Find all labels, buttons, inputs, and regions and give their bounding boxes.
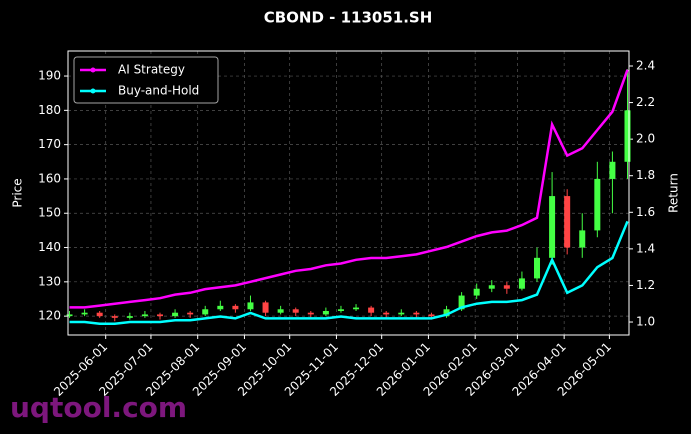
candle-body — [172, 312, 179, 317]
y-tick-label: 180 — [38, 103, 61, 117]
y2-tick-label: 1.6 — [636, 205, 655, 219]
plot-frame — [67, 50, 630, 336]
candle-body — [111, 316, 118, 318]
y2-axis-label: Return — [667, 173, 681, 213]
candle-body — [534, 257, 541, 279]
candle-body — [292, 309, 299, 313]
candle-body — [383, 312, 390, 315]
legend-marker — [90, 67, 96, 73]
y2-tick-label: 1.4 — [636, 241, 655, 255]
legend-marker — [90, 88, 96, 94]
candle-body — [594, 178, 601, 231]
candle-body — [277, 309, 284, 313]
candle-body — [126, 316, 133, 318]
legend-label: AI Strategy — [118, 63, 185, 77]
candle-body — [262, 302, 269, 313]
candle-body — [609, 161, 616, 179]
candle-body — [322, 310, 329, 315]
legend-label: Buy-and-Hold — [118, 84, 199, 98]
y-tick-label: 130 — [38, 274, 61, 288]
candle-body — [488, 285, 495, 289]
candle-body — [473, 288, 480, 296]
candle-body — [368, 307, 375, 313]
candle-body — [579, 230, 586, 248]
candle-body — [503, 285, 510, 289]
candle-body — [428, 314, 435, 317]
y-tick-label: 150 — [38, 206, 61, 220]
candle-body — [81, 312, 88, 315]
candle-body — [156, 314, 163, 317]
candle-body — [202, 309, 209, 315]
y-tick-label: 160 — [38, 171, 61, 185]
candle-body — [141, 314, 148, 317]
candle-body — [458, 295, 465, 310]
candle-body — [217, 305, 224, 310]
candle-body — [413, 312, 420, 315]
y-tick-label: 190 — [38, 69, 61, 83]
candle-body — [443, 309, 450, 317]
y-tick-label: 170 — [38, 137, 61, 151]
candle-body — [549, 196, 556, 258]
candle-body — [337, 309, 344, 311]
candle-body — [66, 314, 73, 317]
legend: AI Strategy Buy-and-Hold — [73, 56, 219, 104]
candle-body — [564, 196, 571, 248]
legend-box — [73, 56, 219, 104]
y-tick-label: 140 — [38, 240, 61, 254]
candle-body — [187, 312, 194, 315]
chart-title: CBOND - 113051.SH — [264, 9, 433, 27]
y2-tick-label: 1.0 — [636, 315, 655, 329]
y2-tick-label: 2.0 — [636, 132, 655, 146]
y2-tick-label: 2.4 — [636, 58, 655, 72]
candle-body — [518, 278, 525, 289]
candle-body — [232, 305, 239, 310]
y-tick-label: 120 — [38, 309, 61, 323]
candle-body — [96, 312, 103, 317]
candle-body — [398, 312, 405, 315]
candle-body — [624, 110, 631, 162]
y2-tick-label: 1.8 — [636, 168, 655, 182]
candle-body — [247, 302, 254, 310]
series-line — [69, 69, 629, 309]
y2-tick-label: 2.2 — [636, 95, 655, 109]
series-line — [69, 220, 629, 326]
y-axis-label: Price — [11, 178, 25, 207]
candle-body — [353, 307, 360, 310]
watermark: uqtool.com — [10, 391, 187, 424]
y2-tick-label: 1.2 — [636, 278, 655, 292]
candle-body — [307, 312, 314, 315]
